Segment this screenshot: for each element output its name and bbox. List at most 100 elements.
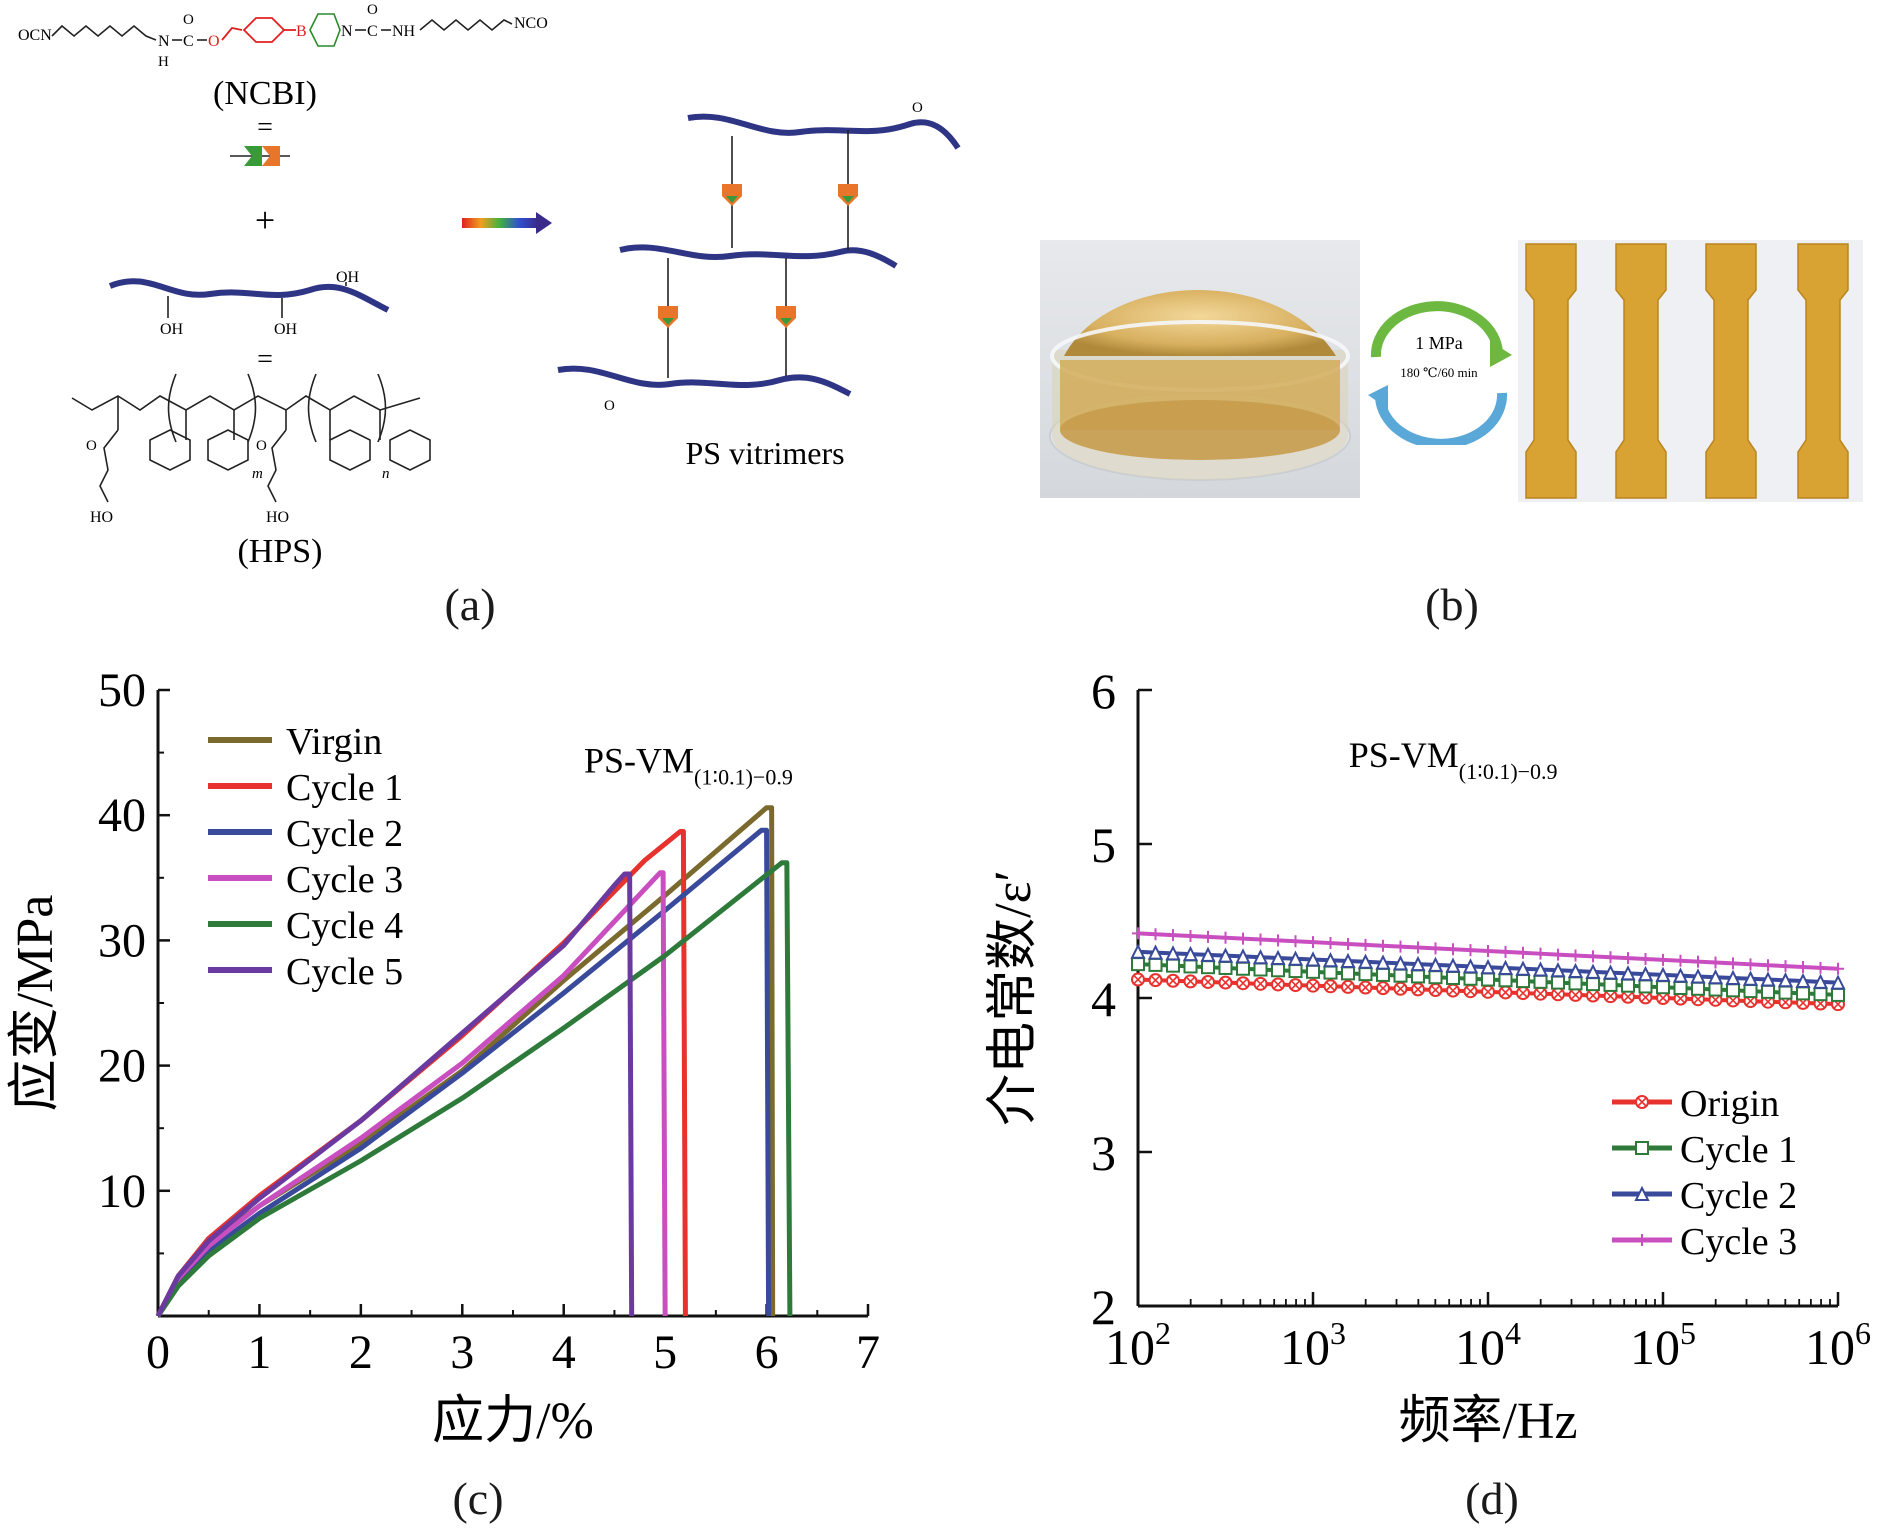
chem-ho-1: HO: [90, 509, 113, 526]
d-data-point: [1183, 959, 1198, 974]
d-data-point: [1219, 931, 1232, 944]
d-data-point: [1640, 992, 1651, 1002]
c-x-tick-label: 5: [653, 1326, 677, 1379]
c-y-tick-label: 40: [98, 789, 146, 842]
d-data-point: [1710, 995, 1721, 1005]
d-data-point: [1675, 994, 1686, 1004]
pressure-label: 1 MPa: [1415, 333, 1463, 353]
chart-d: 102 103 104 105 106 2 3 4 5 6 频率/Hz 介电常数/ε′ PS-VM(1∶…: [985, 663, 1871, 1450]
c-x-tick-label: 6: [755, 1326, 779, 1379]
d-data-point: [1831, 987, 1845, 1002]
process-cycle: 1 MPa 180 ℃/60 min: [1368, 301, 1512, 445]
d-data-point: [1376, 967, 1390, 982]
reaction-arrow-shaft: [462, 218, 538, 228]
d-data-point: [1166, 958, 1180, 973]
c-x-tick-label: 7: [856, 1326, 880, 1379]
d-y-tick-label: 4: [1091, 971, 1116, 1027]
d-data-point: [1150, 975, 1161, 985]
d-data-point: [1360, 982, 1371, 993]
d-data-point: [1236, 961, 1250, 976]
d-data-point: [1744, 958, 1757, 971]
d-data-point: [1220, 978, 1231, 988]
equals-2: =: [257, 344, 273, 375]
green-cage: [309, 13, 341, 47]
d-data-point: [1742, 970, 1759, 986]
d-data-point: [1132, 927, 1144, 940]
chem-o-network-top: O: [912, 100, 923, 116]
d-data-point: [1130, 943, 1146, 959]
d-data-point: [1761, 984, 1775, 999]
d-data-point: [1237, 932, 1249, 945]
chem-c-1: C: [183, 33, 194, 50]
d-series-cycle-1: [1131, 957, 1845, 1002]
linker-glyph: [230, 146, 290, 166]
ncbi-label: (NCBI): [213, 75, 317, 112]
d-data-point: [1482, 945, 1494, 958]
d-data-point: [1515, 960, 1531, 976]
d-data-point: [1830, 974, 1846, 990]
d-data-point: [1392, 955, 1409, 971]
c-legend-label: Virgin: [286, 721, 382, 763]
chem-oh-3: OH: [336, 269, 360, 286]
d-legend-marker: [1636, 1234, 1648, 1246]
c-y-tick-label: 20: [98, 1040, 146, 1093]
d-data-point: [1429, 942, 1442, 955]
subscript-m: m: [252, 466, 263, 482]
d-data-point: [1395, 984, 1406, 994]
d-data-point: [1167, 929, 1179, 942]
d-series-origin: [1131, 972, 1845, 1012]
d-data-point: [1133, 974, 1143, 985]
d-data-point: [1168, 976, 1178, 986]
d-data-point: [1149, 928, 1162, 941]
d-data-point: [1690, 968, 1706, 984]
photo-dogbone-specimens: [1518, 240, 1863, 502]
d-data-point: [1637, 965, 1654, 982]
chem-nco-right: NCO: [514, 15, 548, 32]
d-data-point: [1325, 981, 1336, 991]
c-y-axis-title: 应变/MPa: [7, 895, 64, 1112]
d-data-point: [1341, 966, 1355, 981]
d-data-point: [1656, 980, 1670, 995]
d-data-point: [1655, 966, 1671, 982]
d-data-point: [1202, 930, 1214, 943]
d-data-point: [1762, 959, 1774, 972]
d-data-point: [1446, 970, 1460, 985]
c-series-line-cycle-4: [155, 860, 793, 1318]
d-data-point: [1322, 952, 1339, 968]
benzene-ring-ncbi: [242, 17, 286, 43]
d-data-point: [1427, 956, 1444, 972]
c-y-tick-label: 30: [98, 914, 146, 967]
d-data-point: [1218, 960, 1233, 975]
d-data-point: [1273, 979, 1283, 990]
d-data-point: [1200, 946, 1216, 962]
d-data-point: [1551, 975, 1565, 990]
d-data-point: [1708, 982, 1723, 997]
d-data-point: [1270, 949, 1286, 965]
d-data-point: [1290, 980, 1301, 990]
d-data-point: [1287, 950, 1304, 966]
product-label: PS vitrimers: [685, 435, 844, 471]
d-data-point: [1621, 978, 1635, 993]
c-legend-label: Cycle 3: [286, 859, 403, 901]
d-data-point: [1253, 962, 1268, 977]
d-data-point: [1814, 961, 1827, 974]
panel-label-b: (b): [1425, 579, 1479, 630]
schematic-a: OCN N H C O O B N C O NH NCO (NCBI) = + …: [18, 2, 961, 570]
d-data-point: [1534, 947, 1547, 960]
chem-o-carbonyl-1: O: [183, 12, 194, 28]
d-data-point: [1779, 960, 1792, 973]
c-legend-label: Cycle 1: [286, 767, 403, 809]
equals-1: =: [257, 112, 273, 143]
d-data-point: [1673, 980, 1688, 995]
d-data-point: [1812, 973, 1829, 989]
d-y-axis-title: 介电常数/ε′: [985, 870, 1042, 1126]
d-data-point: [1569, 949, 1582, 962]
d-data-point: [1147, 944, 1164, 960]
d-x-tick-label: 102: [1105, 1315, 1171, 1375]
d-legend-marker: [1635, 1141, 1649, 1155]
d-data-point: [1428, 970, 1443, 985]
c-x-tick-label: 2: [349, 1326, 373, 1379]
d-data-point: [1622, 952, 1634, 965]
hps-label: (HPS): [237, 533, 322, 570]
d-data-point: [1725, 969, 1741, 985]
